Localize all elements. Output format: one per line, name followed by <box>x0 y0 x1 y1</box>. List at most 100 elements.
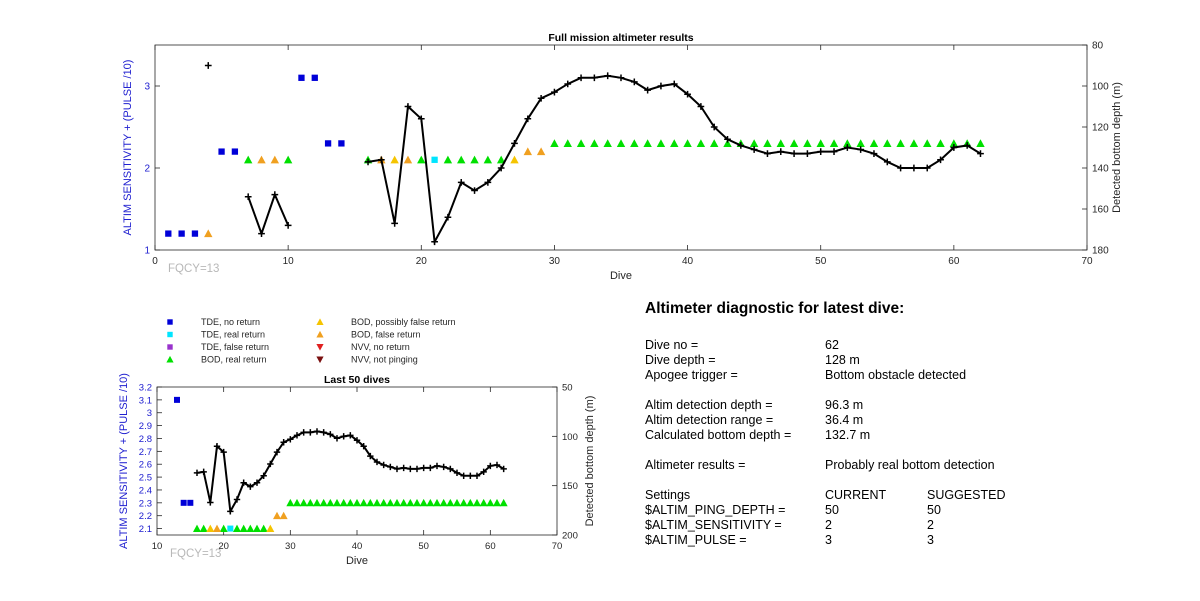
setting-suggested: 2 <box>927 518 934 532</box>
y-tick-label: 1 <box>144 246 150 257</box>
legend-tde-real-return-marker <box>167 331 173 338</box>
detected-bottom-depth-point <box>420 464 427 472</box>
detected-bottom-depth-point <box>271 191 279 199</box>
bod-real-return-point <box>293 498 301 507</box>
x-tick-label: 0 <box>152 256 158 267</box>
bod-real-return-point <box>253 524 261 532</box>
detected-bottom-depth-point <box>724 135 731 143</box>
bod-real-return-point <box>976 139 985 147</box>
calculated-bottom-depth-row: Calculated bottom depth = 132.7 m <box>645 428 1065 443</box>
x-tick-label: 30 <box>549 256 561 267</box>
chart-title: Full mission altimeter results <box>548 32 693 44</box>
full-mission-chart: 0 10 20 30 40 50 60 70 1 2 3 80 100 120 140 160 180 Full … <box>122 32 1123 282</box>
detected-bottom-depth-point <box>870 150 878 158</box>
detected-bottom-depth-point <box>857 146 865 153</box>
bod-real-return-point <box>283 155 293 164</box>
x-tick-label: 40 <box>352 541 363 552</box>
detected-bottom-depth-point <box>260 472 267 479</box>
tde-no-return-point <box>180 499 187 506</box>
detected-bottom-depth-point <box>644 86 651 94</box>
tde-no-return-point <box>174 396 180 403</box>
y-tick-label: 2.3 <box>139 498 152 509</box>
bod-possibly-false-return-point <box>510 155 519 164</box>
detected-bottom-depth-point <box>204 62 212 69</box>
detected-bottom-depth-point <box>407 465 414 473</box>
y-tick-label: 2.4 <box>139 485 152 496</box>
detected-bottom-depth-point <box>484 178 492 186</box>
altim-detection-range-label: Altim detection range = <box>645 413 774 427</box>
setting-suggested: 50 <box>927 503 941 517</box>
bod-real-return-point <box>379 498 388 507</box>
bod-real-return-point <box>563 139 572 147</box>
bod-real-return-point <box>457 155 466 164</box>
bod-real-return-point <box>406 498 415 507</box>
bod-real-return-point <box>869 139 879 147</box>
bod-false-return-point <box>403 155 413 164</box>
bod-real-return-point <box>550 139 559 147</box>
tde-no-return-point <box>165 230 172 237</box>
bod-real-return-point <box>776 139 785 147</box>
bod-real-return-point <box>306 498 315 507</box>
detected-bottom-depth-point <box>273 448 281 456</box>
bod-real-return-point <box>313 498 321 507</box>
bod-real-return-point <box>244 155 253 164</box>
apogee-trigger-value: Bottom obstacle detected <box>825 368 967 382</box>
x-axis-label: Dive <box>346 555 368 567</box>
detected-bottom-depth-line <box>247 191 290 237</box>
detected-bottom-depth-point <box>457 178 465 186</box>
y-tick-label: 3 <box>147 408 152 419</box>
bod-real-return-point <box>413 498 421 507</box>
detected-bottom-depth-point <box>258 230 265 237</box>
diagnostic-title: Altimeter diagnostic for latest dive: <box>645 300 905 317</box>
detected-bottom-depth-point <box>777 148 785 155</box>
y2-tick-label: 100 <box>1092 82 1109 93</box>
bod-real-return-point <box>417 155 426 164</box>
detected-bottom-depth-point <box>551 88 558 96</box>
x-tick-label: 10 <box>152 541 163 552</box>
y-tick-label: 3.1 <box>139 395 152 406</box>
bod-real-return-point <box>643 139 652 147</box>
detected-bottom-depth-point <box>193 469 201 477</box>
apogee-trigger-label: Apogee trigger = <box>645 368 738 382</box>
tde-no-return-point <box>311 74 318 81</box>
bod-real-return-point <box>199 524 208 532</box>
y-tick-label: 3 <box>144 82 150 93</box>
bod-real-return-point <box>439 498 448 507</box>
detected-bottom-depth-point <box>393 465 401 473</box>
bod-real-return-point <box>829 139 839 147</box>
detected-bottom-depth-point <box>380 461 387 469</box>
detected-bottom-depth-point <box>320 429 327 436</box>
bod-real-return-point <box>590 139 599 147</box>
detected-bottom-depth-point <box>391 219 399 227</box>
bod-real-return-point <box>603 139 612 147</box>
tde-real-return-point <box>227 525 234 532</box>
detected-bottom-depth-point <box>353 437 361 444</box>
bod-real-return-point <box>470 155 479 164</box>
detected-bottom-depth-point <box>267 460 274 468</box>
bod-real-return-point <box>193 524 201 532</box>
legend-bod-false-return-marker <box>316 330 324 338</box>
detected-bottom-depth-point <box>253 479 261 486</box>
bod-real-return-point <box>399 498 408 507</box>
bod-real-return-point <box>856 139 865 147</box>
detected-bottom-depth-point <box>333 435 341 442</box>
detected-bottom-depth-point <box>284 222 292 229</box>
detected-bottom-depth-point <box>293 432 301 439</box>
bod-real-return-point <box>426 498 435 507</box>
detected-bottom-depth-point <box>467 472 474 479</box>
detected-bottom-depth-point <box>200 468 207 476</box>
setting-name: $ALTIM_PING_DEPTH = <box>645 503 786 517</box>
detected-bottom-depth-point <box>473 472 481 479</box>
bod-real-return-point <box>789 139 799 147</box>
tde-no-return-point <box>187 499 194 506</box>
bod-real-return-point <box>259 524 268 532</box>
bod-real-return-point <box>883 139 892 147</box>
detected-bottom-depth-point <box>373 458 381 466</box>
detected-bottom-depth-point <box>280 439 287 446</box>
bod-real-return-point <box>496 155 506 164</box>
y-tick-label: 2.5 <box>139 473 152 484</box>
legend-tde-false-return-label: TDE, false return <box>201 342 269 352</box>
calculated-bottom-depth-value: 132.7 m <box>825 428 871 442</box>
detected-bottom-depth-point <box>240 479 247 486</box>
